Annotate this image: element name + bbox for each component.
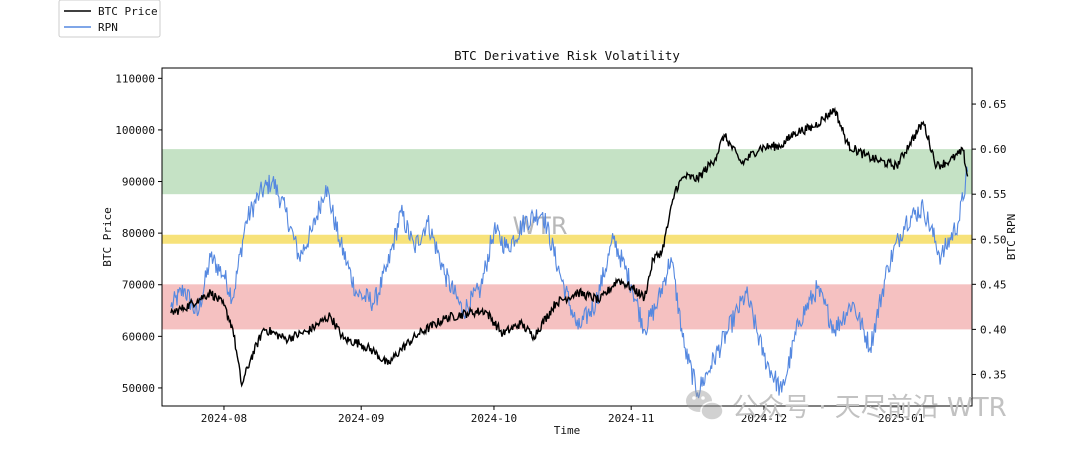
y-left-tick-label: 110000 [115,72,155,85]
y-right-tick-label: 0.40 [980,323,1007,336]
y-left-tick-label: 100000 [115,124,155,137]
risk-bands [162,149,972,330]
plot-frame [161,67,973,407]
y-right-tick-label: 0.60 [980,143,1007,156]
y-right-tick-label: 0.45 [980,278,1007,291]
series-line-btc-price [170,106,969,388]
y-right-tick-label: 0.50 [980,233,1007,246]
y-left-tick-label: 70000 [122,279,155,292]
wechat-icon [686,390,724,421]
x-tick-label: 2024-09 [338,412,384,425]
x-tick-label: 2025-01 [878,412,924,425]
y-right-axis-label: BTC RPN [1005,214,1018,260]
y-left-axis-label: BTC Price [101,207,114,267]
y-left-tick-label: 60000 [122,330,155,343]
x-tick-label: 2024-10 [471,412,517,425]
y-right-tick-label: 0.55 [980,188,1007,201]
y-right-tick-label: 0.35 [980,368,1007,381]
y-right-axis-ticks: 0.35 0.40 0.45 0.50 0.55 0.60 0.65 [972,98,1007,381]
y-left-axis-ticks: 50000 60000 70000 80000 90000 100000 110000 [115,72,162,395]
high-risk-band [162,149,972,195]
x-tick-label: 2024-12 [741,412,787,425]
x-tick-label: 2024-08 [201,412,247,425]
y-left-tick-label: 90000 [122,176,155,189]
x-axis-ticks: 2024-08 2024-09 2024-10 2024-11 2024-12 2025-… [201,406,924,425]
legend: BTC Price RPN [58,0,161,38]
series-layer [170,106,969,399]
y-left-tick-label: 50000 [122,382,155,395]
wechat-watermark: 公众号 · 天尽前沿 WTR [686,390,1007,423]
y-left-tick-label: 80000 [122,227,155,240]
x-tick-label: 2024-11 [608,412,654,425]
neutral-line-band [162,234,972,244]
y-right-tick-label: 0.65 [980,98,1007,111]
x-axis-label: Time [554,424,581,437]
bottom-watermark-text: 公众号 · 天尽前沿 WTR [732,393,1007,423]
legend-label-btc-price: BTC Price [98,5,158,18]
series-line-rpn [170,166,969,399]
chart-title: BTC Derivative Risk Volatility [454,48,680,63]
legend-label-rpn: RPN [98,21,118,34]
